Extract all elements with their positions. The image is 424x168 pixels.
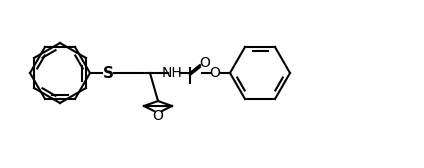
Text: O: O — [209, 66, 220, 80]
Text: S: S — [103, 66, 114, 80]
Text: NH: NH — [162, 66, 182, 80]
Text: O: O — [200, 56, 210, 70]
Text: O: O — [153, 109, 163, 123]
